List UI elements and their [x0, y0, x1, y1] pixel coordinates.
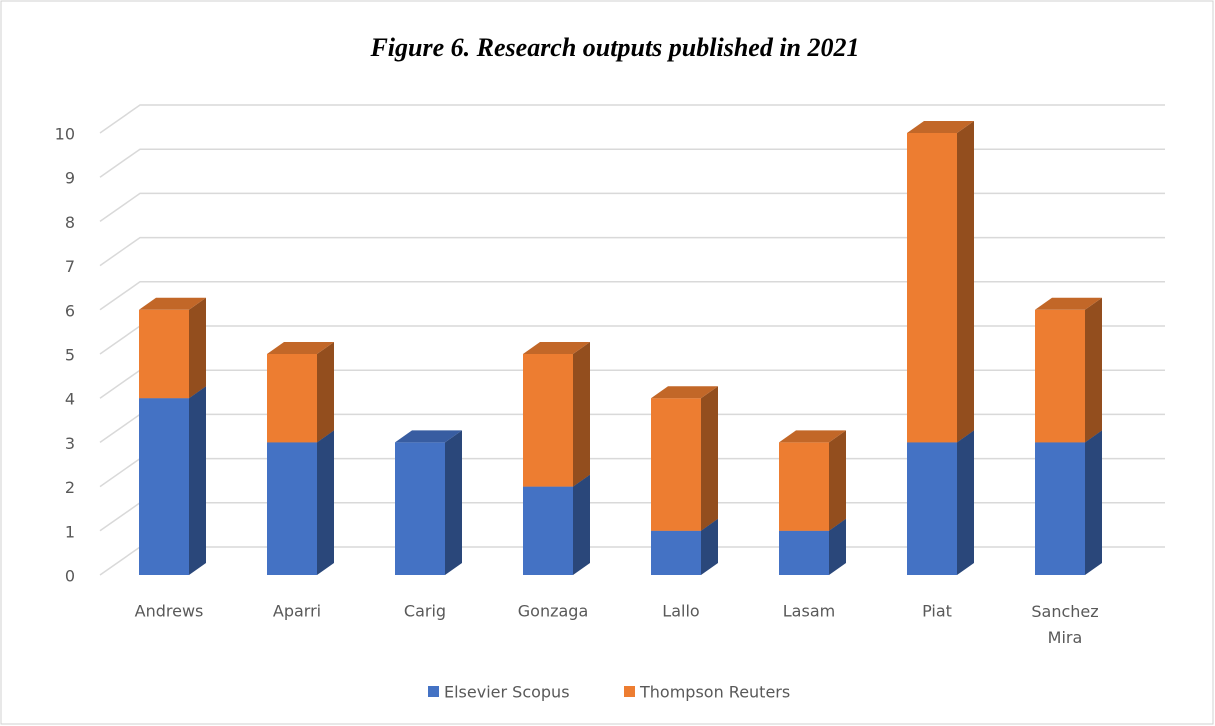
bar-top: [267, 342, 334, 354]
y-tick-label: 8: [65, 213, 75, 232]
bar-side: [957, 430, 974, 575]
bar-top: [651, 386, 718, 399]
bar-side: [701, 386, 718, 531]
bar-front: [395, 442, 445, 575]
x-tick-label: Lallo: [662, 602, 699, 621]
x-tick-label: Piat: [922, 602, 952, 621]
bar-top: [139, 297, 206, 310]
grid-line: [99, 281, 1165, 311]
legend-swatch: [624, 686, 635, 697]
bar-front: [523, 486, 573, 575]
bar-side: [573, 342, 590, 487]
y-tick-label: 3: [65, 434, 75, 453]
x-tick-label: Andrews: [135, 602, 204, 621]
bar-top: [907, 121, 974, 133]
bar-side: [189, 297, 206, 399]
bar-front: [267, 354, 317, 443]
x-tick-label: Aparri: [273, 602, 321, 621]
bar-front: [779, 442, 829, 531]
legend-label: Elsevier Scopus: [444, 683, 570, 702]
y-tick-label: 1: [65, 522, 75, 541]
x-tick-label-line: Mira: [1048, 628, 1083, 647]
legend-label: Thompson Reuters: [639, 683, 790, 702]
grid-line: [99, 236, 1165, 267]
x-tick-label: Carig: [404, 602, 446, 621]
grid-line: [99, 148, 1165, 178]
bar-front: [907, 442, 957, 575]
bar-side: [829, 518, 846, 575]
bar-front: [267, 442, 317, 575]
bar-front: [523, 354, 573, 487]
y-tick-label: 9: [65, 169, 75, 188]
y-tick-label: 5: [65, 346, 75, 365]
x-tick-label: Gonzaga: [518, 602, 589, 621]
bar-top: [779, 430, 846, 443]
bar-front: [1035, 309, 1085, 443]
bar-side: [1085, 297, 1102, 443]
bar-front: [1035, 442, 1085, 575]
bar-front: [651, 398, 701, 531]
bar-front: [779, 530, 829, 575]
chart-title: Figure 6. Research outputs published in …: [369, 33, 859, 62]
bar-side: [829, 430, 846, 531]
bar-top: [1035, 297, 1102, 310]
bar-side: [317, 430, 334, 575]
y-tick-label: 2: [65, 478, 75, 497]
bar-top: [523, 342, 590, 354]
x-tick-label: Lasam: [783, 602, 835, 621]
bar-front: [139, 398, 189, 575]
grid-line: [99, 192, 1165, 223]
grid-line: [99, 104, 1165, 134]
y-tick-label: 0: [65, 567, 75, 586]
y-tick-label: 6: [65, 301, 75, 320]
bar-top: [395, 430, 462, 443]
y-tick-label: 10: [55, 125, 75, 144]
bar-side: [317, 342, 334, 443]
legend-swatch: [428, 686, 439, 697]
bar-side: [957, 121, 974, 443]
bar-side: [445, 430, 462, 575]
bar-side: [1085, 430, 1102, 575]
bar-front: [907, 133, 957, 443]
bar-side: [189, 386, 206, 575]
bar-side: [573, 474, 590, 575]
x-tick-label: Sanchez Mira: [1031, 602, 1098, 647]
bar-side: [701, 518, 718, 575]
bar-front: [651, 530, 701, 575]
bar-front: [139, 309, 189, 399]
y-tick-label: 4: [65, 390, 75, 409]
y-tick-label: 7: [65, 257, 75, 276]
x-tick-label-line: Sanchez: [1031, 602, 1098, 621]
